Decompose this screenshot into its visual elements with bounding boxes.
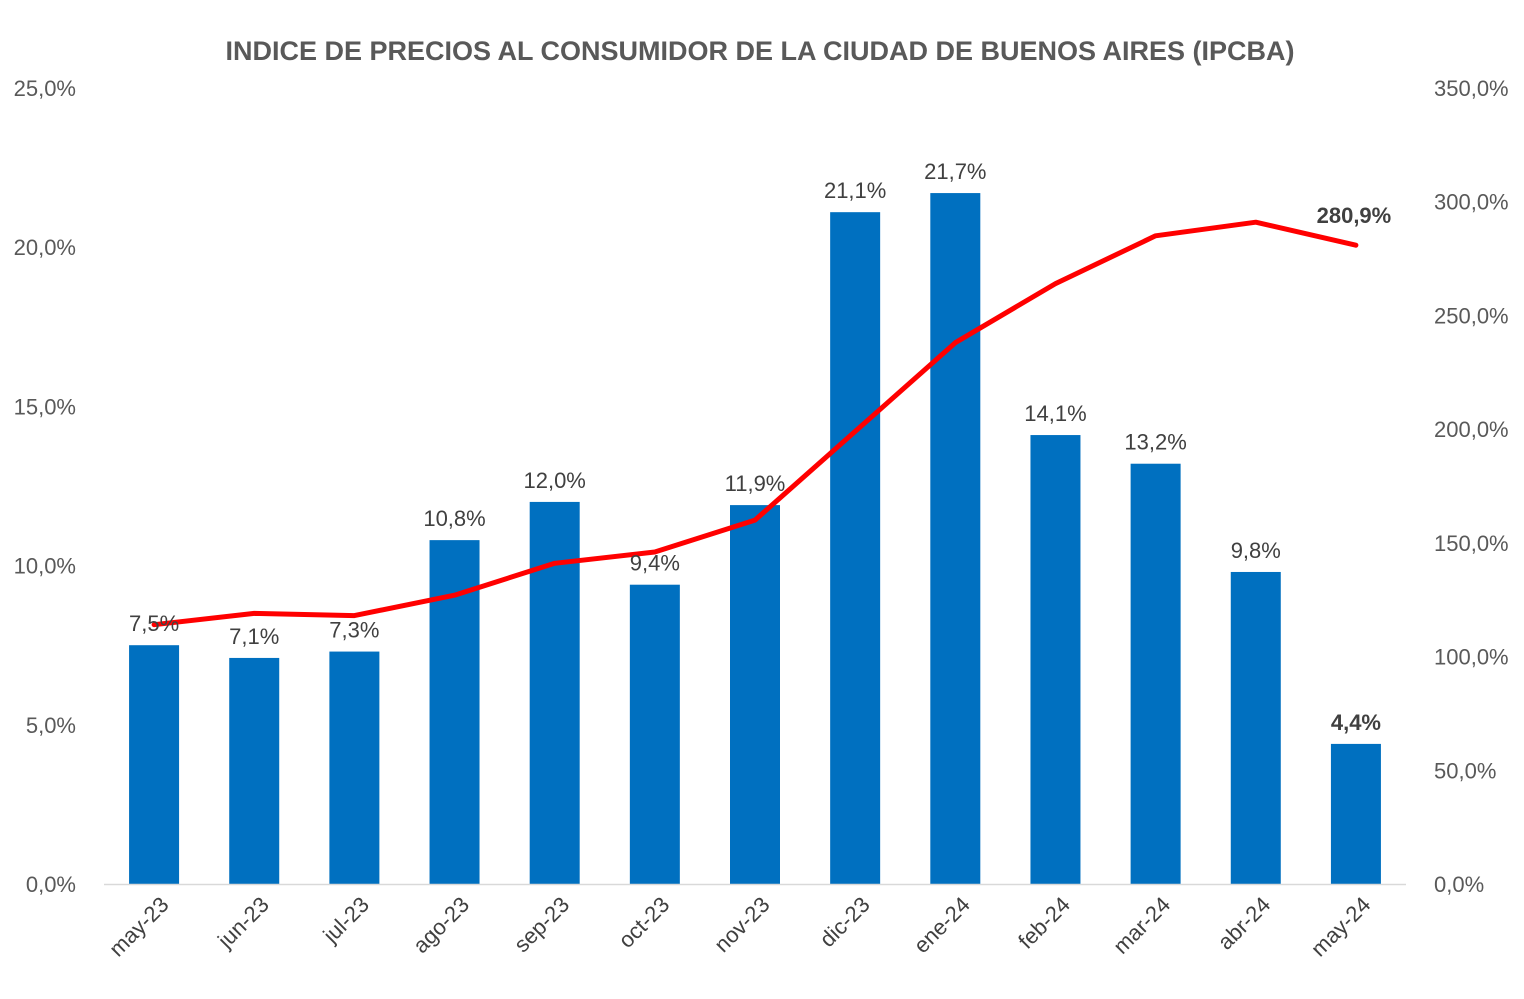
bar (1131, 464, 1181, 884)
left-tick-label: 15,0% (14, 394, 76, 419)
category-label: feb-24 (1013, 892, 1075, 954)
left-tick-label: 25,0% (14, 76, 76, 101)
left-axis: 0,0% 5,0% 10,0% 15,0% 20,0% 25,0% (14, 76, 76, 897)
bar-data-label: 13,2% (1124, 430, 1186, 455)
category-labels: may-23 jun-23 jul-23 ago-23 sep-23 oct-23 nov-… (104, 892, 1375, 962)
right-tick-label: 250,0% (1434, 303, 1509, 328)
bar-data-label: 4,4% (1331, 710, 1381, 735)
right-tick-label: 150,0% (1434, 531, 1509, 556)
left-tick-label: 0,0% (26, 872, 76, 897)
category-label: ene-24 (909, 892, 975, 958)
bar-data-label: 12,0% (523, 468, 585, 493)
right-tick-label: 300,0% (1434, 190, 1509, 215)
line-data-label: 280,9% (1317, 203, 1392, 228)
category-label: dic-23 (815, 892, 875, 952)
category-label: nov-23 (709, 892, 774, 957)
bar-data-label: 7,3% (329, 618, 379, 643)
category-label: jun-23 (212, 892, 274, 954)
chart-title: INDICE DE PRECIOS AL CONSUMIDOR DE LA CI… (225, 36, 1294, 66)
bar-series (129, 193, 1381, 884)
bar (730, 505, 780, 884)
right-tick-label: 50,0% (1434, 758, 1496, 783)
bar-data-label: 14,1% (1024, 401, 1086, 426)
line-data-labels: 280,9% (1317, 203, 1392, 228)
bar (930, 193, 980, 884)
bar-data-label: 21,1% (824, 178, 886, 203)
bar (1231, 572, 1281, 884)
bar (630, 585, 680, 884)
category-label: sep-23 (509, 892, 574, 957)
category-label: ago-23 (408, 892, 474, 958)
right-tick-label: 350,0% (1434, 76, 1509, 101)
category-label: may-23 (104, 892, 174, 962)
right-tick-label: 0,0% (1434, 872, 1484, 897)
bar-data-label: 7,5% (129, 611, 179, 636)
left-tick-label: 20,0% (14, 235, 76, 260)
bar-data-label: 9,4% (630, 551, 680, 576)
bar (1331, 744, 1381, 884)
bar-data-label: 11,9% (725, 471, 786, 496)
bar (129, 645, 179, 884)
category-label: mar-24 (1108, 892, 1175, 959)
bar (229, 658, 279, 884)
category-label: oct-23 (613, 892, 674, 953)
category-label: may-24 (1306, 892, 1376, 962)
bar-data-label: 10,8% (423, 506, 485, 531)
bar-data-label: 21,7% (924, 159, 986, 184)
category-label: abr-24 (1213, 892, 1276, 955)
left-tick-label: 10,0% (14, 554, 76, 579)
bar-data-label: 7,1% (229, 624, 279, 649)
left-tick-label: 5,0% (26, 713, 76, 738)
bar (830, 212, 880, 884)
right-axis: 0,0% 50,0% 100,0% 150,0% 200,0% 250,0% 300,0% 3… (1434, 76, 1509, 897)
bar (1030, 435, 1080, 884)
right-tick-label: 200,0% (1434, 417, 1509, 442)
bar (329, 652, 379, 884)
category-label: jul-23 (317, 892, 373, 948)
bar-data-label: 9,8% (1231, 538, 1281, 563)
right-tick-label: 100,0% (1434, 645, 1509, 670)
